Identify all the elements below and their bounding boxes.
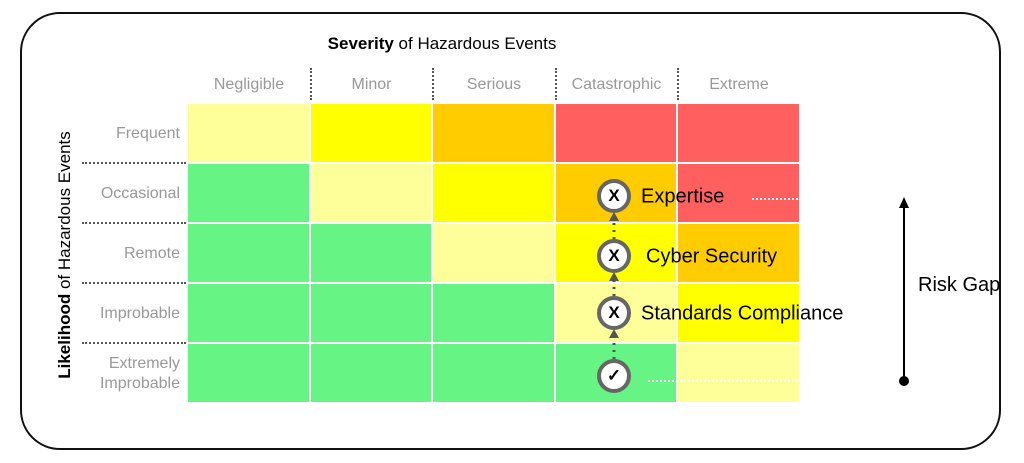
risk-cell — [433, 284, 554, 342]
x-mark-icon: X — [597, 179, 631, 213]
dotted-connector — [752, 198, 798, 200]
column-separator — [309, 68, 312, 100]
x-axis-title: Severity of Hazardous Events — [327, 34, 557, 53]
risk-cell — [310, 164, 431, 222]
marker-label: Standards Compliance — [641, 302, 844, 325]
risk-cell — [310, 344, 431, 402]
risk-cell — [188, 344, 309, 402]
column-header: Negligible — [213, 76, 285, 93]
risk-cell — [188, 224, 309, 282]
risk-cell — [310, 224, 431, 282]
row-separator — [82, 162, 186, 164]
risk-cell — [433, 224, 554, 282]
column-header: Extreme — [709, 76, 769, 93]
risk-cell — [433, 164, 554, 222]
risk-cell — [310, 104, 431, 162]
marker-label: Cyber Security — [646, 245, 778, 268]
check-mark-icon: ✓ — [597, 359, 631, 393]
row-header: Occasional — [100, 185, 180, 202]
risk-cell — [678, 284, 799, 342]
row-separator — [82, 282, 186, 284]
risk-cell — [678, 344, 799, 402]
risk-cell — [433, 344, 554, 402]
column-separator — [554, 68, 557, 100]
diagram-frame — [20, 12, 1001, 450]
risk-cell — [678, 224, 799, 282]
row-header: Remote — [123, 245, 180, 262]
row-separator — [82, 222, 186, 224]
dotted-connector — [648, 380, 798, 382]
row-separator — [82, 342, 186, 344]
risk-cell — [433, 104, 554, 162]
x-mark-icon: X — [597, 239, 631, 273]
risk-gap-arrow — [899, 197, 909, 386]
column-header: Minor — [351, 76, 392, 93]
risk-cell — [678, 104, 799, 162]
risk-cell — [678, 164, 799, 222]
column-separator — [677, 68, 679, 100]
risk-cell — [188, 104, 309, 162]
risk-cell — [555, 104, 676, 162]
row-header: Extremely Improbable — [99, 355, 180, 392]
marker-label: Expertise — [641, 185, 725, 208]
risk-cell — [188, 164, 309, 222]
row-header: Improbable — [99, 305, 180, 322]
risk-cell — [310, 284, 431, 342]
column-separator — [432, 68, 434, 100]
x-mark-icon: X — [597, 296, 631, 330]
risk-cell — [188, 284, 309, 342]
row-header: Frequent — [115, 125, 180, 142]
column-header: Serious — [466, 76, 522, 93]
risk-gap-label: Risk Gap — [918, 274, 1001, 296]
column-header: Catastrophic — [571, 76, 662, 93]
